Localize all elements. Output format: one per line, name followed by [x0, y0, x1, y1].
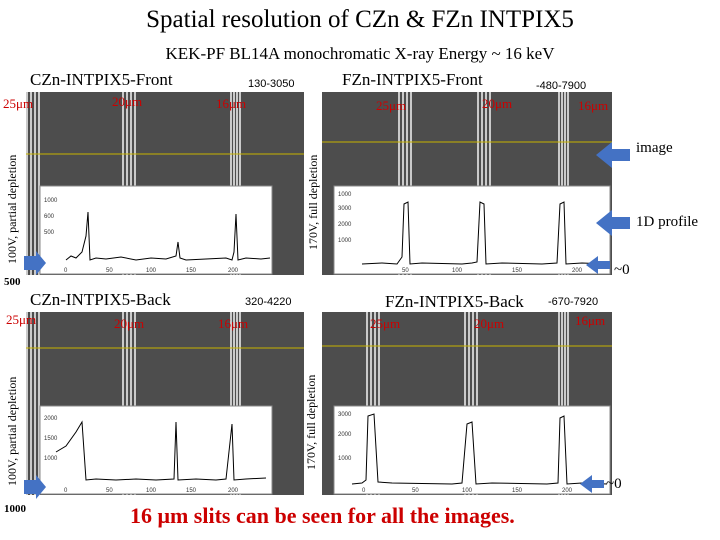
arrow-left-top-icon [24, 251, 46, 275]
range-czn-back: 320-4220 [245, 296, 292, 308]
tick-br-x2: 100 [462, 488, 473, 494]
conclusion-text: 16 μm slits can be seen for all the imag… [130, 503, 515, 528]
tick-bl-x2: 100 [146, 488, 157, 494]
panel-title-fzn-back: FZn-INTPIX5-Back [385, 292, 524, 311]
annotation-zero-bottom: ~0 [606, 476, 622, 492]
slit-label-tl-20: 20μm [112, 94, 143, 109]
tick-tl-x0: 0 [64, 268, 68, 274]
tick-br-y2: 1000 [338, 456, 352, 462]
panel-title-fzn-front: FZn-INTPIX5-Front [342, 70, 483, 89]
arrow-image-icon [596, 142, 630, 168]
slit-label-tl-16: 16μm [216, 96, 247, 111]
panel-title-czn-back: CZn-INTPIX5-Back [30, 290, 171, 309]
tick-br-x1: 50 [412, 488, 419, 494]
tick-tl-x1: 50 [106, 268, 113, 274]
tick-br-y0: 3000 [338, 412, 352, 418]
image-panel-fzn-front: 1000 3000 2000 1000 50 100 150 200 [322, 92, 612, 275]
slit-label-tr-20: 20μm [482, 96, 513, 111]
tick-br-x3: 150 [512, 488, 523, 494]
panel-graphic-czn-back: 2000 1500 1000 0 50 100 150 200 [26, 312, 304, 495]
tick-bl-x1: 50 [106, 488, 113, 494]
range-fzn-back: -670-7920 [548, 296, 599, 308]
tick-tr-x0: 50 [402, 268, 409, 274]
slit-label-br-25: 25μm [370, 316, 401, 331]
tick-bl-x3: 150 [186, 488, 197, 494]
slit-label-tr-16: 16μm [578, 98, 609, 113]
range-czn-front: 130-3050 [248, 78, 295, 90]
tick-br-y1: 2000 [338, 432, 352, 438]
arrow-zero-bottom-icon [580, 475, 604, 493]
arrow-zero-top-icon [586, 256, 610, 274]
slit-label-bl-20: 20μm [114, 316, 145, 331]
tick-tr-y0: 1000 [338, 192, 352, 198]
tick-tl-x2: 100 [146, 268, 157, 274]
panel-graphic-czn-front: 1000 600 500 0 50 100 150 200 [26, 92, 304, 275]
range-fzn-front: -480-7900 [536, 80, 587, 92]
tick-tr-y1: 3000 [338, 206, 352, 212]
panel-graphic-fzn-back: 3000 2000 1000 0 50 100 150 200 [322, 312, 612, 495]
tick-br-x0: 0 [362, 488, 366, 494]
image-panel-fzn-back: 3000 2000 1000 0 50 100 150 200 [322, 312, 612, 495]
slit-label-tl-25: 25μm [3, 96, 34, 111]
tick-tr-x1: 100 [452, 268, 463, 274]
tick-bl-y2: 1000 [44, 456, 58, 462]
arrow-profile-icon [596, 210, 630, 236]
page-subtitle: KEK-PF BL14A monochromatic X-ray Energy … [165, 44, 555, 63]
tick-tr-y3: 1000 [338, 238, 352, 244]
tick-tr-x2: 150 [512, 268, 523, 274]
tick-br-x4: 200 [562, 488, 573, 494]
scale-label-top: 500 [4, 276, 21, 288]
tick-tl-x4: 200 [228, 268, 239, 274]
tick-tl-x3: 150 [186, 268, 197, 274]
tick-bl-x0: 0 [64, 488, 68, 494]
tick-bl-y1: 1500 [44, 436, 58, 442]
annotation-image: image [636, 140, 673, 156]
slit-label-br-16: 16μm [575, 313, 606, 328]
slit-label-bl-25: 25μm [6, 312, 37, 327]
panel-title-czn-front: CZn-INTPIX5-Front [30, 70, 173, 89]
tick-tr-y2: 2000 [338, 222, 352, 228]
tick-bl-x4: 200 [228, 488, 239, 494]
tick-tl-y2: 500 [44, 230, 55, 236]
annotation-1d-profile: 1D profile [636, 214, 699, 230]
slit-label-br-20: 20μm [474, 316, 505, 331]
slit-label-bl-16: 16μm [218, 316, 249, 331]
panel-graphic-fzn-front: 1000 3000 2000 1000 50 100 150 200 [322, 92, 612, 275]
image-panel-czn-front: 1000 600 500 0 50 100 150 200 [26, 92, 304, 275]
page-title: Spatial resolution of CZn & FZn INTPIX5 [146, 6, 574, 33]
arrow-left-bottom-icon [24, 475, 46, 499]
tick-bl-y0: 2000 [44, 416, 58, 422]
image-panel-czn-back: 2000 1500 1000 0 50 100 150 200 [26, 312, 304, 495]
tick-tl-y0: 1000 [44, 198, 58, 204]
annotation-zero-top: ~0 [614, 262, 630, 278]
tick-tr-x3: 200 [572, 268, 583, 274]
scale-label-bottom: 1000 [4, 503, 26, 515]
slit-label-tr-25: 25μm [376, 98, 407, 113]
tick-tl-y1: 600 [44, 214, 55, 220]
